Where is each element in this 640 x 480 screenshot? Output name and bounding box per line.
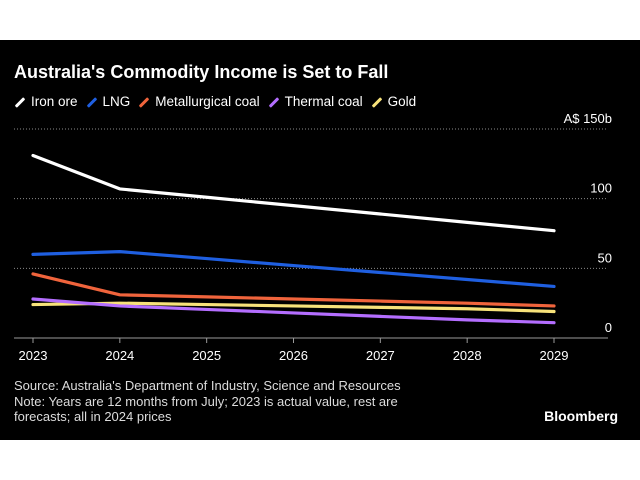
legend-label-0: Iron ore bbox=[31, 94, 78, 109]
legend-label-4: Gold bbox=[387, 94, 417, 109]
series-line-0 bbox=[31, 153, 556, 233]
legend-swatch-3 bbox=[268, 97, 279, 108]
legend-item-2: Metallurgical coal bbox=[138, 94, 260, 109]
note-line-1: Note: Years are 12 months from July; 202… bbox=[14, 393, 398, 409]
x-tick-label-4: 2027 bbox=[366, 348, 395, 363]
series-line-1 bbox=[31, 250, 556, 289]
legend-item-3: Thermal coal bbox=[268, 94, 363, 109]
legend-label-2: Metallurgical coal bbox=[155, 94, 260, 109]
legend-item-4: Gold bbox=[371, 94, 417, 109]
legend-swatch-4 bbox=[371, 97, 382, 108]
x-tick-label-0: 2023 bbox=[19, 348, 48, 363]
legend-label-1: LNG bbox=[102, 94, 131, 109]
note-line-2: forecasts; all in 2024 prices bbox=[14, 409, 172, 424]
x-tick-label-2: 2025 bbox=[192, 348, 221, 363]
bloomberg-logo: Bloomberg bbox=[544, 408, 618, 424]
chart-title: Australia's Commodity Income is Set to F… bbox=[14, 62, 389, 82]
series-line-4 bbox=[31, 301, 556, 314]
legend-swatch-0 bbox=[14, 97, 26, 108]
y-tick-label-1: 50 bbox=[598, 250, 612, 265]
x-tick-label-3: 2026 bbox=[279, 348, 308, 363]
series-line-3 bbox=[31, 297, 556, 325]
legend-item-0: Iron ore bbox=[14, 94, 78, 109]
footnotes: Source: Australia's Department of Indust… bbox=[14, 378, 401, 425]
legend-swatch-1 bbox=[86, 97, 97, 108]
series-line-2 bbox=[31, 272, 556, 308]
y-tick-label-0: 0 bbox=[605, 320, 612, 335]
x-tick-label-5: 2028 bbox=[453, 348, 482, 363]
y-tick-label-2: 100 bbox=[590, 181, 612, 196]
chart-legend: Iron ore LNG Metallurgical coal Thermal coa… bbox=[14, 94, 424, 109]
legend-swatch-2 bbox=[138, 97, 150, 108]
legend-label-3: Thermal coal bbox=[284, 94, 363, 109]
line-chart: 0 50 100 A$ 150b 2023 2024 2025 2026 2027 2028 202… bbox=[14, 111, 612, 363]
chart-card: Australia's Commodity Income is Set to F… bbox=[0, 40, 640, 440]
source-note: Source: Australia's Department of Indust… bbox=[14, 378, 401, 393]
legend-item-1: LNG bbox=[86, 94, 131, 109]
y-tick-label-3: A$ 150b bbox=[564, 111, 612, 126]
x-tick-label-6: 2029 bbox=[540, 348, 569, 363]
x-tick-label-1: 2024 bbox=[105, 348, 134, 363]
